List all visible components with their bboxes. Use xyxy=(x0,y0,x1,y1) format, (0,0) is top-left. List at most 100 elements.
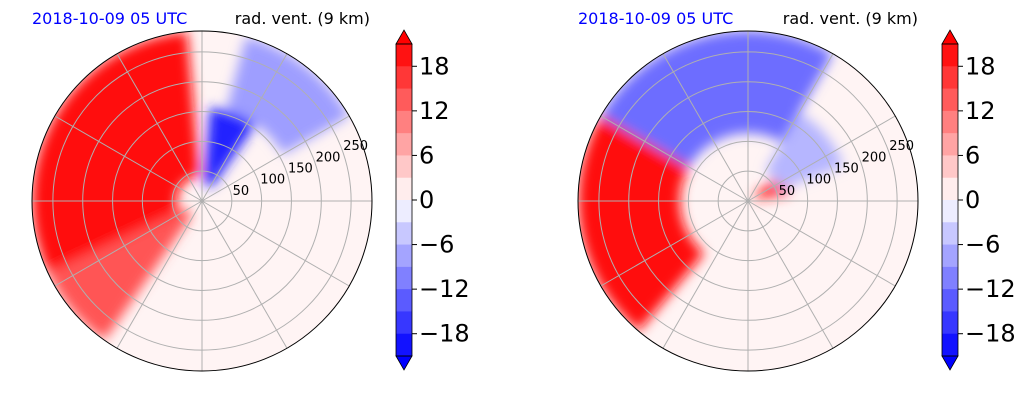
colorbar-tick-label: 18 xyxy=(419,52,450,80)
colorbar-extend-max xyxy=(941,29,959,45)
radial-ring xyxy=(598,51,898,351)
colorbar-band xyxy=(942,88,958,112)
colorbar-tick-label: −6 xyxy=(965,231,1000,259)
data-region-positive xyxy=(578,116,705,332)
radial-tick-label: 100 xyxy=(260,173,285,188)
colorbar-band xyxy=(396,44,412,67)
colorbar-band xyxy=(942,333,958,357)
colorbar-band xyxy=(942,311,958,335)
colorbar-band xyxy=(942,222,958,246)
data-field xyxy=(32,31,350,341)
polar-panel-right: 2018-10-09 05 UTC rad. vent. (9 km) 50 1… xyxy=(577,9,1016,372)
colorbar-tick-label: −12 xyxy=(419,275,470,303)
radial-tick-labels: 50 100 150 200 250 xyxy=(779,139,914,199)
radial-tick-label: 200 xyxy=(862,150,887,165)
azimuth-spoke xyxy=(747,200,896,287)
colorbar-band xyxy=(942,177,958,201)
colorbar-tick-label: −18 xyxy=(965,320,1016,348)
colorbar-tick-label: 0 xyxy=(419,186,434,214)
azimuth-spoke xyxy=(201,200,350,287)
radial-rings xyxy=(52,51,352,351)
colorbar-band xyxy=(396,333,412,357)
time-label: 2018-10-09 05 UTC xyxy=(32,9,187,28)
data-region-negative xyxy=(600,31,833,167)
colorbar-band xyxy=(942,133,958,156)
radial-tick-label: 150 xyxy=(288,161,313,176)
azimuth-spoke xyxy=(116,53,203,202)
azimuth-spoke xyxy=(54,200,203,287)
azimuth-spokes xyxy=(32,31,372,371)
azimuth-spoke xyxy=(201,200,288,349)
data-region-negative xyxy=(226,36,350,155)
colorbar-band xyxy=(942,200,958,223)
radial-ring xyxy=(52,51,352,351)
azimuth-spoke xyxy=(662,53,749,202)
colorbar-band xyxy=(942,110,958,134)
radial-ring xyxy=(717,170,779,232)
data-region-positive xyxy=(47,208,193,341)
radial-tick-label: 50 xyxy=(233,184,250,199)
colorbar-tick-label: 12 xyxy=(965,97,996,125)
data-region-negative xyxy=(765,112,844,190)
time-label: 2018-10-09 05 UTC xyxy=(578,9,733,28)
colorbar-band xyxy=(396,244,412,268)
colorbar-band xyxy=(942,155,958,179)
radial-ring xyxy=(82,81,322,321)
radial-tick-label: 100 xyxy=(806,173,831,188)
colorbar-tick-label: 6 xyxy=(419,141,434,169)
polar-frame xyxy=(577,30,919,372)
azimuth-spoke xyxy=(662,200,749,349)
azimuth-spoke xyxy=(116,200,203,349)
radial-tick-label: 250 xyxy=(343,139,368,154)
data-field xyxy=(578,31,844,332)
colorbar-band xyxy=(396,133,412,156)
colorbar-band xyxy=(396,66,412,90)
colorbar-band xyxy=(942,266,958,290)
colorbar-band xyxy=(942,289,958,312)
radial-ring xyxy=(658,111,838,291)
colorbar-band xyxy=(942,44,958,67)
azimuth-spoke xyxy=(747,115,896,202)
azimuth-spoke xyxy=(201,53,288,202)
colorbar-band xyxy=(942,66,958,90)
radial-ring xyxy=(171,170,233,232)
colorbar-tick-label: −18 xyxy=(419,320,470,348)
radial-tick-label: 200 xyxy=(316,150,341,165)
colorbar-tick-label: 18 xyxy=(965,52,996,80)
colorbar-band xyxy=(396,110,412,134)
azimuth-spokes xyxy=(578,31,918,371)
colorbar-band xyxy=(396,200,412,223)
polar-panel-left: 2018-10-09 05 UTC rad. vent. (9 km) 50 1… xyxy=(31,9,470,372)
colorbar-band xyxy=(396,155,412,179)
radial-tick-label: 150 xyxy=(834,161,859,176)
colorbar-band xyxy=(396,266,412,290)
data-region-positive xyxy=(32,31,200,273)
panel-title: rad. vent. (9 km) xyxy=(783,9,918,28)
colorbar: −18 −12 −6 0 6 12 18 xyxy=(941,29,1016,371)
colorbar-tick-label: −12 xyxy=(965,275,1016,303)
colorbar-band xyxy=(396,289,412,312)
radial-ring xyxy=(141,140,263,262)
radial-tick-label: 250 xyxy=(889,139,914,154)
azimuth-spoke xyxy=(54,115,203,202)
radial-ring xyxy=(687,140,809,262)
colorbar-tick-label: −6 xyxy=(419,231,454,259)
radial-ring xyxy=(628,81,868,321)
data-region-negative xyxy=(203,107,256,188)
radial-ring xyxy=(112,111,292,291)
azimuth-spoke xyxy=(747,200,834,349)
colorbar-tick-label: 0 xyxy=(965,186,980,214)
colorbar-band xyxy=(396,311,412,335)
azimuth-spoke xyxy=(600,200,749,287)
panel-title: rad. vent. (9 km) xyxy=(235,9,370,28)
colorbar-band xyxy=(396,88,412,112)
colorbar-extend-max xyxy=(395,29,413,45)
azimuth-spoke xyxy=(747,53,834,202)
radial-tick-label: 50 xyxy=(779,184,796,199)
colorbar-tick-label: 6 xyxy=(965,141,980,169)
radial-tick-labels: 50 100 150 200 250 xyxy=(233,139,368,199)
colorbar-extend-min xyxy=(395,355,413,371)
colorbar-band xyxy=(396,177,412,201)
radial-rings xyxy=(598,51,898,351)
